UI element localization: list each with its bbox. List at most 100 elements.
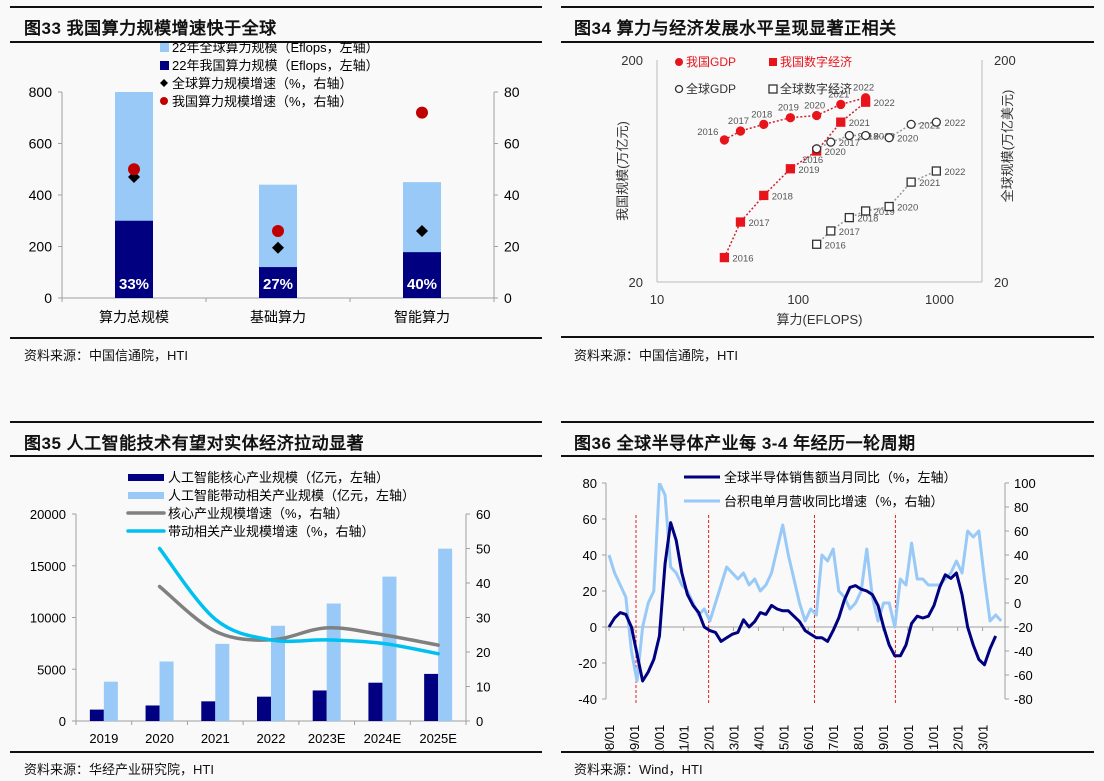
left-tick-label: 200 (29, 239, 53, 255)
bar-core-industry (312, 690, 327, 721)
figure-33-chart: 0 200 400 600 800 0 20 40 60 80 33% 算力总规模 27% 基础算力 40%… (29, 42, 520, 325)
right-tick-label: 20 (476, 645, 490, 660)
bar-china (115, 220, 153, 298)
x-category-label: 2024E (364, 731, 402, 746)
point-year-label: 2018 (857, 214, 878, 225)
figure-36-title: 图36 全球半导体产业每 3-4 年经历一轮周期 (574, 434, 916, 453)
left-tick-label: 60 (583, 512, 597, 527)
legend-filled-square-icon (769, 58, 777, 66)
point-year-label: 2021 (919, 120, 940, 131)
point-year-label: 2017 (748, 218, 769, 229)
x-tick-label: 100 (787, 292, 809, 307)
left-tick-label: 600 (29, 136, 53, 152)
x-tick-label: 19/01 (876, 725, 891, 751)
data-point-square (735, 217, 746, 227)
left-tick-label: 20 (583, 584, 597, 599)
bar-related-industry (215, 643, 230, 721)
x-category-label: 2021 (201, 731, 230, 746)
left-tick-label: 20 (629, 275, 643, 290)
x-tick-label: 17/01 (826, 725, 841, 751)
x-tick-label: 22/01 (951, 725, 966, 751)
title-rule-bottom (10, 41, 542, 43)
legend-swatch-china (160, 61, 169, 70)
figure-34-chart: 200 20 200 20 10 100 1000 算力(EFLOPS) 我国规模(万亿元) 全球… (615, 53, 1016, 327)
left-tick-label: 80 (583, 476, 597, 491)
left-tick-label: 0 (590, 620, 597, 635)
title-rule-top (10, 421, 542, 423)
left-tick-label: 400 (29, 187, 53, 203)
left-tick-label: 0 (44, 290, 52, 306)
marker-china-growth (128, 163, 140, 176)
data-point-square (836, 117, 846, 127)
left-tick-label: 0 (59, 714, 66, 729)
point-year-label: 2016 (732, 254, 753, 265)
right-tick-label: 80 (504, 84, 520, 100)
data-point-circle (836, 99, 846, 110)
x-tick-label: 1000 (925, 292, 954, 307)
x-category-label: 2025E (419, 731, 457, 746)
right-tick-label: 200 (994, 53, 1016, 68)
title-rule-bottom (561, 41, 1094, 43)
point-year-label: 2020 (897, 134, 918, 145)
point-year-label: 2019 (778, 103, 799, 114)
right-tick-label: 20 (1014, 572, 1028, 587)
right-tick-label: 0 (476, 714, 483, 729)
x-category-label: 2019 (89, 731, 118, 746)
legend-circle-icon (160, 97, 168, 105)
data-point-square (759, 190, 769, 201)
left-tick-label: -40 (578, 692, 597, 707)
figure-34-source: 资料来源：中国信通院，HTI (574, 348, 738, 363)
y-axis-title-right: 全球规模(万亿美元) (1000, 90, 1015, 203)
legend-label: 人工智能带动相关产业规模（亿元，左轴） (168, 488, 415, 503)
point-year-label: 2022 (944, 167, 965, 178)
bar-china (259, 267, 297, 298)
left-tick-label: -20 (578, 656, 597, 671)
data-point-square (931, 166, 941, 176)
x-tick-label: 08/01 (602, 725, 617, 751)
data-point-circle (906, 119, 916, 130)
figure-33-source: 资料来源：中国信通院，HTI (24, 348, 188, 363)
legend-label: 我国算力规模增速（%，右轴） (172, 94, 353, 109)
bar-core-industry (257, 696, 271, 721)
figure-34-title: 图34 算力与经济发展水平呈现显著正相关 (574, 19, 897, 38)
source-rule (10, 751, 542, 753)
legend-label: 全球GDP (686, 81, 736, 96)
legend-label: 全球算力规模增速（%，右轴） (172, 76, 353, 91)
right-tick-label: 40 (1014, 548, 1028, 563)
right-tick-label: -40 (1014, 644, 1033, 659)
x-tick-label: 10/01 (652, 725, 667, 751)
legend-label: 22年全球算力规模（Eflops，左轴） (172, 42, 379, 55)
figure-36-source: 资料来源：Wind，HTI (574, 762, 703, 777)
data-point-circle (844, 130, 854, 141)
line-global-semiconductor-sales (607, 521, 998, 683)
bar-core-industry (424, 673, 439, 721)
data-point-circle (811, 144, 822, 154)
marker-china-growth (272, 225, 284, 238)
legend-swatch-related (128, 492, 164, 499)
title-rule-top (561, 6, 1094, 8)
source-rule (10, 337, 542, 339)
right-tick-label: 0 (1014, 596, 1021, 611)
marker-china-growth (416, 106, 428, 119)
marker-global-growth (416, 225, 428, 238)
data-point-circle (811, 110, 822, 121)
right-tick-label: 20 (994, 275, 1008, 290)
data-point-circle (759, 119, 769, 130)
point-year-label: 2017 (839, 227, 860, 238)
x-tick-label: 23/01 (976, 725, 991, 751)
right-tick-label: -20 (1014, 620, 1033, 635)
legend-label: 台积电单月营收同比增速（%，右轴） (724, 494, 944, 509)
legend-label: 我国GDP (686, 55, 736, 69)
x-axis-title: 算力(EFLOPS) (777, 312, 863, 327)
figure-35-chart: 0 5000 10000 15000 20000 0 10 20 30 40 50 60 2019 202… (30, 470, 491, 746)
left-tick-label: 800 (29, 84, 53, 100)
bar-china (403, 252, 441, 298)
point-year-label: 2021 (828, 89, 849, 100)
bar-core-industry (89, 709, 104, 721)
x-tick-label: 14/01 (751, 725, 766, 751)
legend-label: 全球半导体销售额当月同比（%，左轴） (724, 470, 957, 485)
point-year-label: 2021 (919, 178, 940, 189)
bar-related-industry (382, 576, 397, 721)
legend-open-circle-icon (674, 84, 684, 94)
x-category-label: 算力总规模 (99, 309, 169, 325)
